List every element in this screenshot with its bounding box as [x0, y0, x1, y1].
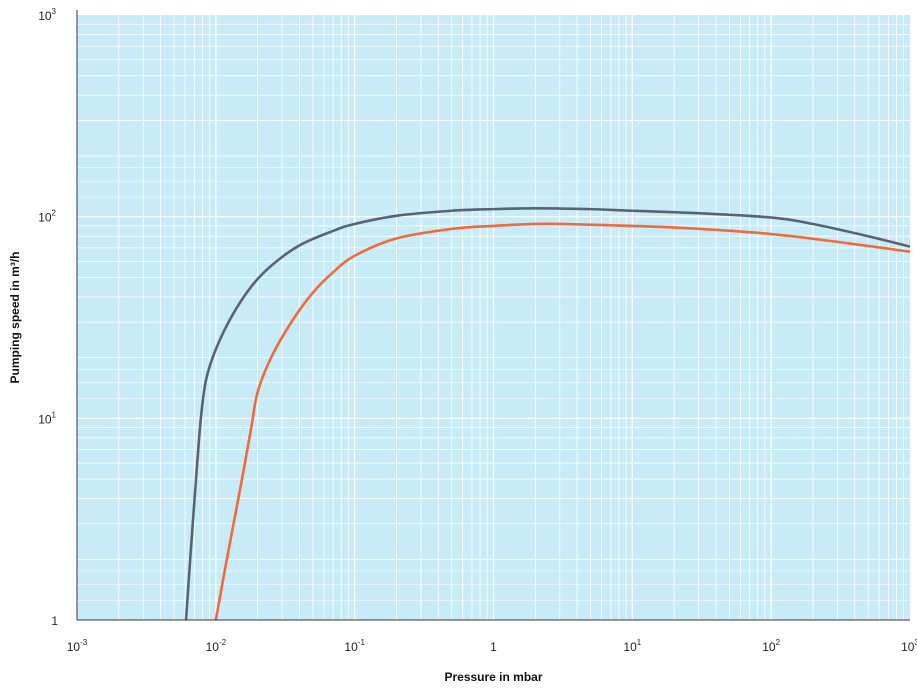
grid	[76, 15, 910, 621]
x-tick-label: 10-2	[206, 638, 227, 654]
y-tick-label: 101	[38, 410, 56, 426]
x-tick-label: 10-3	[67, 638, 88, 654]
y-tick-labels: 1 101 102 103	[38, 7, 58, 628]
series-line-2	[214, 222, 911, 621]
x-tick-label: 1	[490, 640, 497, 654]
x-tick-labels: 10-3 10-2 10-1 1 101 102 103	[67, 638, 917, 654]
y-tick-label: 102	[38, 209, 56, 225]
series-group	[184, 207, 911, 621]
axes	[76, 10, 910, 621]
x-tick-label: 102	[762, 638, 780, 654]
y-tick-label: 103	[38, 7, 56, 23]
x-axis-title: Pressure in mbar	[444, 670, 542, 684]
x-tick-label: 10-1	[344, 638, 365, 654]
x-tick-label: 103	[901, 638, 917, 654]
x-tick-label: 101	[623, 638, 641, 654]
y-axis-title: Pumping speed in m³/h	[8, 251, 22, 383]
y-tick-label: 1	[51, 614, 58, 628]
series-line-1	[184, 207, 911, 621]
